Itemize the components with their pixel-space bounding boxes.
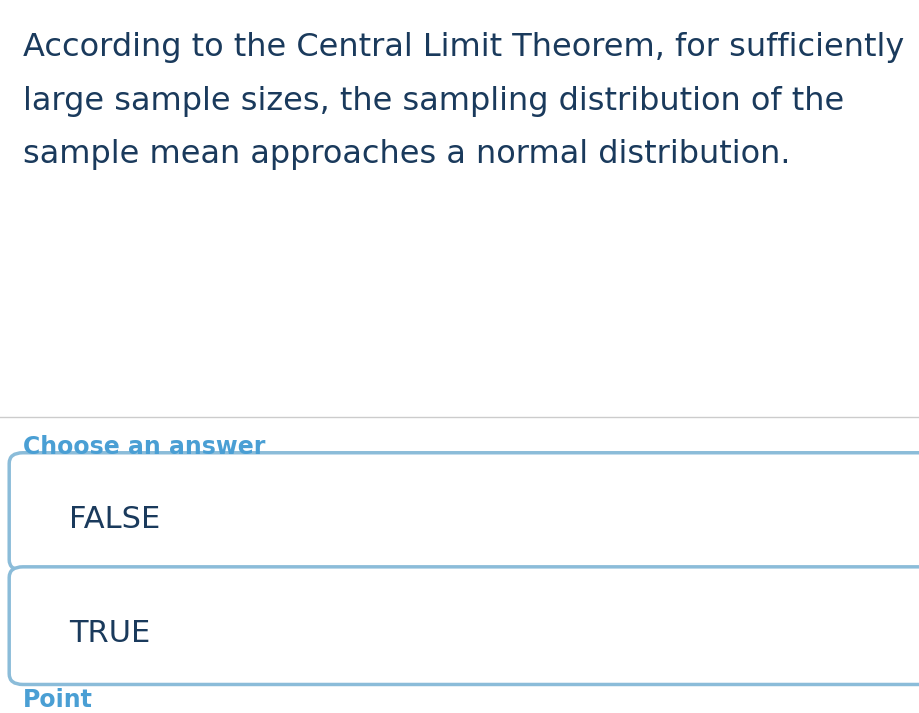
- FancyBboxPatch shape: [9, 453, 919, 570]
- FancyBboxPatch shape: [9, 567, 919, 684]
- Text: Point: Point: [23, 688, 93, 712]
- Text: Choose an answer: Choose an answer: [23, 435, 265, 459]
- Text: large sample sizes, the sampling distribution of the: large sample sizes, the sampling distrib…: [23, 86, 844, 116]
- Text: According to the Central Limit Theorem, for sufficiently: According to the Central Limit Theorem, …: [23, 32, 903, 63]
- Text: TRUE: TRUE: [69, 619, 150, 648]
- Text: FALSE: FALSE: [69, 505, 160, 534]
- Text: sample mean approaches a normal distribution.: sample mean approaches a normal distribu…: [23, 139, 789, 170]
